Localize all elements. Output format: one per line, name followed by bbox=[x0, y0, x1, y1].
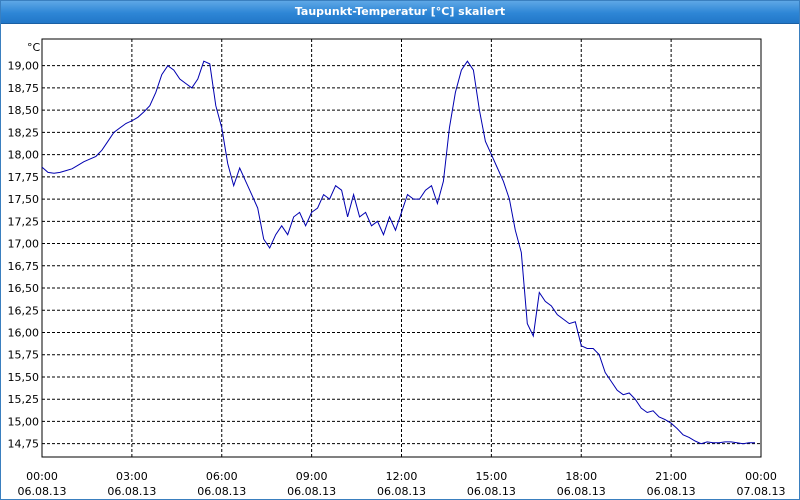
x-tick-date-label: 06.08.13 bbox=[197, 485, 246, 498]
window-title: Taupunkt-Temperatur [°C] skaliert bbox=[294, 5, 506, 18]
x-tick-time-label: 09:00 bbox=[296, 470, 328, 483]
y-tick-label: 15,25 bbox=[8, 393, 40, 406]
series-line bbox=[41, 60, 755, 445]
y-tick-label: 17,50 bbox=[8, 193, 40, 206]
y-tick-label: 18,50 bbox=[8, 104, 40, 117]
plot-frame bbox=[41, 38, 762, 458]
x-tick-time-label: 12:00 bbox=[386, 470, 418, 483]
y-tick-label: 15,75 bbox=[8, 349, 40, 362]
y-tick-label: 14,75 bbox=[8, 438, 40, 451]
x-tick-date-label: 07.08.13 bbox=[737, 485, 786, 498]
dew-point-chart: 19,00 18,75 18,50 18,25 18,00 17,75 17,50 17,25… bbox=[8, 38, 786, 498]
x-tick-date-label: 06.08.13 bbox=[557, 485, 606, 498]
x-tick-time-label: 06:00 bbox=[206, 470, 238, 483]
y-tick-label: 17,25 bbox=[8, 215, 40, 228]
y-tick-label: 16,50 bbox=[8, 282, 40, 295]
x-tick-date-label: 06.08.13 bbox=[377, 485, 426, 498]
y-tick-label: 16,25 bbox=[8, 304, 40, 317]
y-tick-label: 18,00 bbox=[8, 149, 40, 162]
x-tick-time-label: 18:00 bbox=[565, 470, 597, 483]
y-tick-label: 19,00 bbox=[8, 60, 40, 73]
y-tick-label: 18,25 bbox=[8, 126, 40, 139]
x-tick-date-label: 06.08.13 bbox=[647, 485, 696, 498]
x-tick-time-label: 21:00 bbox=[655, 470, 687, 483]
x-tick-date-label: 06.08.13 bbox=[107, 485, 156, 498]
x-tick-time-label: 00:00 bbox=[26, 470, 58, 483]
y-tick-label: 17,00 bbox=[8, 238, 40, 251]
y-tick-label: 15,50 bbox=[8, 371, 40, 384]
x-tick-date-label: 06.08.13 bbox=[467, 485, 516, 498]
y-tick-label: 16,75 bbox=[8, 260, 40, 273]
y-tick-label: 16,00 bbox=[8, 326, 40, 339]
x-tick-time-label: 15:00 bbox=[476, 470, 508, 483]
y-tick-label: 18,75 bbox=[8, 82, 40, 95]
x-tick-time-label: 00:00 bbox=[745, 470, 777, 483]
y-tick-label: 15,00 bbox=[8, 415, 40, 428]
x-tick-date-label: 06.08.13 bbox=[18, 485, 67, 498]
y-axis-unit-label: °C bbox=[27, 41, 41, 54]
y-tick-label: 17,75 bbox=[8, 171, 40, 184]
window-titlebar: Taupunkt-Temperatur [°C] skaliert bbox=[1, 1, 799, 24]
x-tick-date-label: 06.08.13 bbox=[287, 485, 336, 498]
x-tick-time-label: 03:00 bbox=[116, 470, 148, 483]
